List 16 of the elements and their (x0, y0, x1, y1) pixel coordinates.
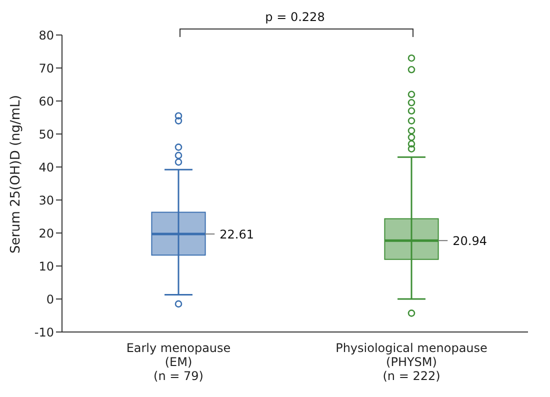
text: p = 0.228 (264, 10, 326, 24)
x-tick-label: Early menopause (EM) (n = 79) (126, 341, 231, 383)
y-tick-label: 70 (38, 61, 54, 76)
y-tick-label: 50 (38, 127, 54, 142)
y-tick-label: 0 (46, 292, 54, 306)
y-tick-label: 30 (38, 193, 54, 208)
y-tick-label: 10 (38, 259, 54, 274)
y-tick-label: 80 (38, 28, 54, 42)
y-tick-label: 40 (38, 160, 54, 174)
annotation: 22.61 (220, 227, 254, 242)
y-axis-title: Serum 25(OH)D (ng/mL) (8, 95, 24, 254)
y-tick-label: 60 (38, 94, 54, 108)
annotation: 20.94 (452, 234, 487, 248)
y-tick-label: 20 (38, 226, 54, 240)
y-tick-label: -10 (34, 325, 54, 340)
x-tick-label: Physiological menopause (PHYSM) (n = 222) (336, 341, 488, 383)
